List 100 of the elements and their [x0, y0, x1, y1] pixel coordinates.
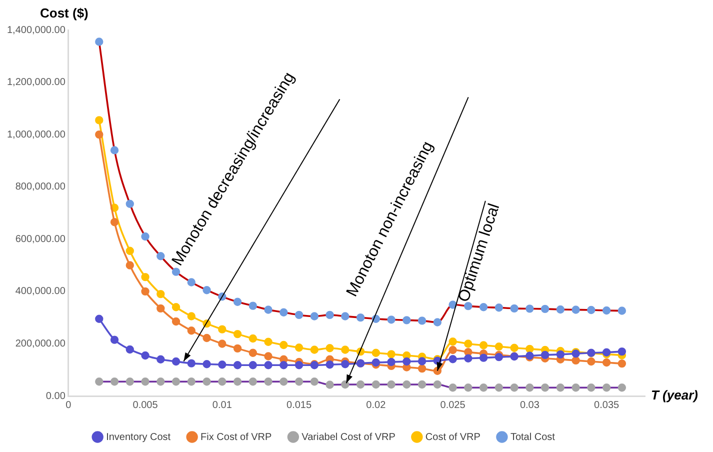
- point: [326, 380, 334, 389]
- point: [387, 358, 396, 366]
- point: [556, 350, 565, 359]
- x-tick-label: 0.03: [520, 400, 540, 411]
- y-tick-label: 200,000.00: [15, 338, 66, 350]
- point: [587, 306, 596, 314]
- point: [526, 344, 534, 354]
- point: [448, 300, 457, 309]
- point: [280, 361, 288, 370]
- point: [602, 306, 611, 315]
- point: [264, 378, 272, 386]
- y-axis-title: Cost ($): [40, 6, 88, 21]
- point: [156, 304, 165, 313]
- point: [341, 312, 350, 320]
- point: [402, 380, 411, 389]
- point: [95, 38, 104, 46]
- point: [387, 380, 396, 389]
- point: [479, 354, 488, 362]
- point: [387, 350, 396, 358]
- point: [418, 364, 426, 373]
- point: [494, 384, 504, 392]
- legend-label: Fix Cost of VRP: [200, 432, 272, 443]
- point: [387, 316, 396, 324]
- point: [602, 358, 611, 367]
- point: [448, 346, 457, 354]
- point: [294, 378, 304, 386]
- point: [248, 302, 258, 310]
- point: [433, 380, 442, 389]
- point: [310, 378, 319, 386]
- point: [372, 380, 380, 389]
- point: [479, 384, 488, 392]
- legend-label: Variabel Cost of VRP: [302, 432, 396, 443]
- point: [280, 308, 288, 316]
- point: [448, 355, 457, 364]
- point: [110, 218, 119, 226]
- point: [356, 380, 365, 389]
- point: [494, 342, 504, 351]
- point: [572, 306, 580, 314]
- point: [280, 340, 288, 350]
- point: [510, 384, 518, 392]
- point: [372, 348, 380, 357]
- point: [587, 357, 596, 366]
- x-axis-title: T (year): [651, 388, 698, 403]
- point: [372, 358, 380, 367]
- point: [110, 146, 119, 154]
- point: [126, 261, 134, 270]
- y-tick-label: 600,000.00: [15, 234, 66, 245]
- legend-label: Inventory Cost: [106, 432, 171, 443]
- point: [141, 351, 150, 360]
- point: [95, 378, 104, 386]
- point: [587, 384, 596, 392]
- y-tick-label: 800,000.00: [15, 182, 66, 193]
- point: [156, 355, 165, 364]
- point: [294, 361, 304, 370]
- point: [479, 303, 488, 312]
- point: [218, 340, 226, 348]
- point: [218, 360, 226, 369]
- point: [341, 380, 350, 389]
- point: [280, 378, 288, 386]
- point: [264, 352, 272, 360]
- point: [418, 380, 426, 389]
- legend-label: Total Cost: [510, 432, 556, 443]
- x-tick-label: 0.01: [212, 400, 232, 411]
- point: [264, 306, 272, 314]
- point: [95, 314, 104, 323]
- point: [494, 304, 504, 312]
- point: [464, 354, 472, 362]
- point: [110, 378, 119, 386]
- point: [218, 378, 226, 386]
- point: [294, 310, 304, 320]
- point: [187, 326, 196, 335]
- point: [187, 359, 196, 368]
- point: [233, 344, 242, 353]
- point: [540, 350, 550, 360]
- point: [172, 268, 180, 276]
- point: [141, 378, 150, 386]
- point: [126, 378, 134, 386]
- x-tick-label: 0.035: [594, 400, 620, 411]
- point: [572, 356, 580, 365]
- point: [172, 317, 180, 326]
- point: [233, 330, 242, 338]
- point: [248, 334, 258, 343]
- point: [202, 378, 211, 386]
- point: [326, 360, 334, 369]
- point: [156, 378, 165, 386]
- y-tick-label: 0.00: [46, 390, 66, 402]
- x-tick-label: 0: [66, 400, 72, 411]
- point: [141, 287, 150, 296]
- point: [341, 360, 350, 368]
- point: [310, 346, 319, 354]
- point: [218, 325, 226, 334]
- point: [602, 384, 611, 392]
- point: [172, 378, 180, 386]
- point: [326, 310, 334, 320]
- y-tick-label: 1,200,000.00: [7, 77, 66, 88]
- point: [202, 286, 211, 294]
- point: [187, 312, 196, 320]
- point: [156, 252, 165, 260]
- point: [618, 347, 626, 356]
- point: [141, 272, 150, 282]
